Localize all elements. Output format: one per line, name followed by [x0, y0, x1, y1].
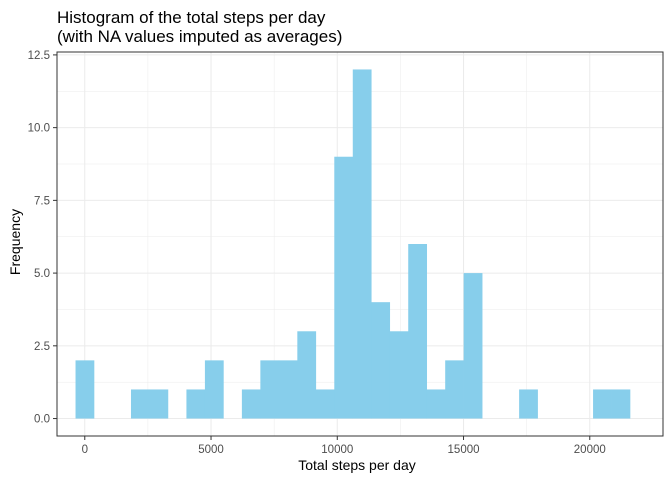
histogram-bar [371, 302, 391, 419]
histogram-bar [334, 156, 354, 419]
panel-border [56, 51, 664, 437]
histogram-bar [611, 389, 631, 419]
histogram-bar [408, 244, 428, 419]
histogram-bar [204, 360, 224, 419]
histogram-bar [241, 389, 261, 419]
histogram-bar [130, 389, 150, 419]
chart-title-line-2: (with NA values imputed as averages) [57, 27, 342, 46]
y-axis-tick-labels: 0.0 2.5 5.0 7.5 10.0 12.5 [28, 50, 50, 426]
x-axis-title: Total steps per day [298, 457, 416, 473]
histogram-bar [426, 389, 446, 419]
histogram-bars [75, 69, 631, 419]
x-tick-label: 5000 [198, 444, 224, 456]
y-tick-label: 5.0 [34, 268, 50, 280]
histogram-bar [463, 273, 483, 419]
histogram-bar [352, 69, 372, 419]
histogram-bar [297, 331, 317, 419]
histogram-bar [593, 389, 612, 419]
x-tick-label: 0 [82, 444, 88, 456]
histogram-bar [315, 389, 335, 419]
y-tick-label: 12.5 [28, 50, 50, 62]
y-tick-label: 2.5 [34, 341, 50, 353]
histogram-bar [186, 389, 206, 419]
y-tick-label: 10.0 [28, 123, 50, 135]
axis-ticks [53, 54, 591, 440]
histogram-bar [75, 360, 95, 419]
x-tick-label: 10000 [321, 444, 353, 456]
x-tick-label: 15000 [448, 444, 480, 456]
x-tick-label: 20000 [574, 444, 606, 456]
histogram-bar [149, 389, 169, 419]
y-axis-title: Frequency [7, 209, 23, 275]
histogram-bar [260, 360, 280, 419]
y-tick-label: 0.0 [34, 414, 50, 426]
histogram-bar [278, 360, 298, 419]
y-tick-label: 7.5 [34, 195, 50, 207]
histogram-bar [445, 360, 464, 419]
histogram-bar [389, 331, 409, 419]
x-axis-tick-labels: 0 5000 10000 15000 20000 [82, 444, 606, 456]
histogram-bar [519, 389, 538, 419]
chart-title-line-1: Histogram of the total steps per day [57, 8, 326, 27]
